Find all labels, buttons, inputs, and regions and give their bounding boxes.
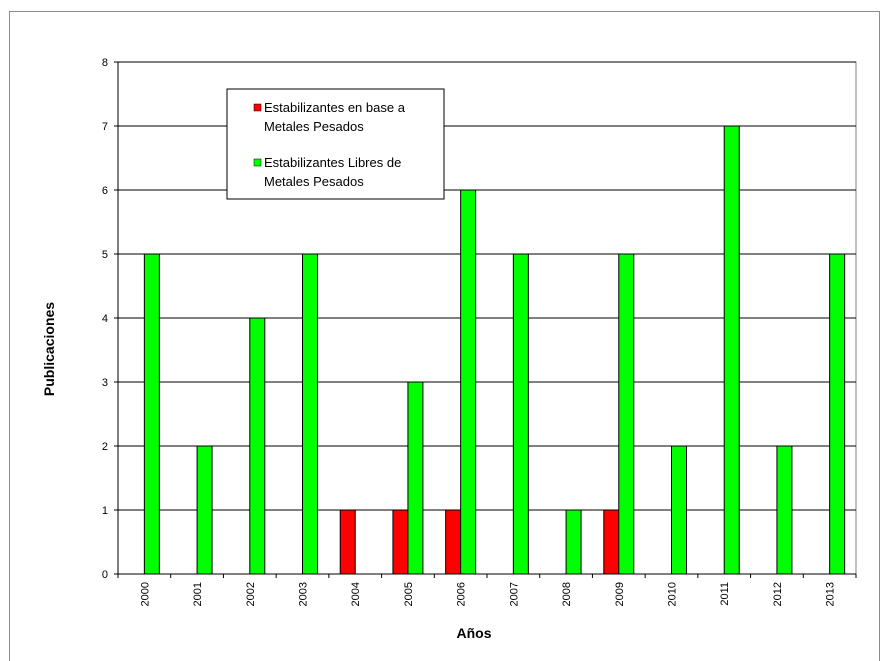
- x-axis-tick-labels: 2000 2001 2002 2003 2004 2005 2006 2007 2008 2009…: [117, 574, 857, 606]
- y-tick-label: 3: [102, 377, 108, 389]
- legend-label-heavy-metal: Estabilizantes en base a: [264, 100, 406, 115]
- y-tick-label: 2: [102, 441, 108, 453]
- bars: [143, 125, 846, 575]
- x-tick-label: 2012: [772, 582, 784, 606]
- y-tick-label: 0: [102, 569, 108, 581]
- bar-heavy-metal-free-2005: [407, 381, 424, 575]
- bar-heavy-metal-free-2010: [671, 445, 687, 575]
- legend: Estabilizantes en base a Metales Pesados…: [226, 88, 445, 200]
- x-tick-label: 2006: [456, 582, 468, 606]
- x-tick-label: 2003: [298, 582, 310, 606]
- bar-heavy-metal-free-2003: [302, 253, 318, 575]
- bar-heavy-metal-free-2009: [618, 253, 635, 575]
- x-tick-label: 2005: [403, 582, 415, 606]
- legend-box: [226, 88, 445, 200]
- bar-heavy-metal-free-2013: [829, 253, 846, 575]
- bar-heavy-metal-free-2007: [512, 253, 529, 575]
- y-tick-label: 5: [102, 249, 108, 261]
- bar-heavy-metal-2009: [603, 509, 620, 575]
- bar-heavy-metal-2004: [339, 509, 356, 575]
- x-tick-label: 2004: [350, 582, 362, 606]
- y-tick-label: 1: [102, 505, 108, 517]
- y-axis-title: Publicaciones: [41, 302, 57, 396]
- x-axis-title: Años: [457, 625, 492, 641]
- y-tick-label: 4: [102, 313, 108, 325]
- x-tick-label: 2007: [508, 582, 520, 606]
- bar-heavy-metal-free-2008: [565, 509, 582, 575]
- bar-heavy-metal-free-2001: [196, 445, 213, 575]
- bar-heavy-metal-2006: [445, 509, 462, 575]
- y-tick-label: 6: [102, 185, 108, 197]
- bar-heavy-metal-free-2006: [460, 189, 477, 575]
- x-tick-label: 2011: [719, 582, 731, 606]
- bar-heavy-metal-free-2012: [776, 445, 793, 575]
- x-tick-label: 2009: [614, 582, 626, 606]
- bar-heavy-metal-free-2000: [143, 253, 160, 575]
- x-tick-label: 2013: [825, 582, 837, 606]
- x-tick-label: 2002: [245, 582, 257, 606]
- bar-heavy-metal-free-2002: [249, 317, 266, 575]
- x-tick-label: 2008: [561, 582, 573, 606]
- x-tick-label: 2000: [139, 582, 151, 606]
- y-axis-tick-labels: 0 1 2 3 4 5 6 7 8: [102, 57, 108, 581]
- x-tick-label: 2001: [192, 582, 204, 606]
- legend-label-heavy-metal-free: Estabilizantes Libres de: [264, 155, 401, 170]
- legend-swatch-heavy-metal: [253, 103, 262, 112]
- x-tick-label: 2010: [667, 582, 679, 606]
- y-tick-label: 8: [102, 57, 108, 69]
- bar-heavy-metal-2005: [392, 509, 409, 575]
- legend-label-heavy-metal-line2: Metales Pesados: [264, 119, 364, 134]
- bar-heavy-metal-free-2011: [723, 125, 740, 575]
- y-tick-label: 7: [102, 121, 108, 133]
- legend-label-heavy-metal-free-line2: Metales Pesados: [264, 174, 364, 189]
- legend-swatch-heavy-metal-free: [253, 158, 262, 167]
